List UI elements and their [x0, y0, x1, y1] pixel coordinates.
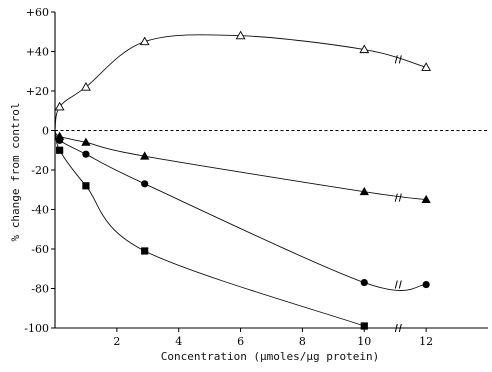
axis-break-mark	[394, 193, 402, 202]
series-filled-triangle	[54, 130, 431, 204]
axis-break-mark	[394, 280, 402, 289]
x-ticks: 2 4 6 8 10 12	[113, 328, 433, 348]
y-tick-label: +60	[26, 6, 49, 19]
y-axis: +60 +40 +20 0 -20 -40 -60 -80 -100	[24, 6, 56, 335]
filled-circle-marker	[82, 150, 90, 158]
y-tick-label: -100	[24, 322, 49, 335]
series-filled-circle	[54, 130, 430, 291]
x-tick-label: 4	[175, 335, 182, 348]
y-tick-label: -80	[31, 283, 49, 296]
axis-break-mark	[394, 323, 402, 333]
y-ticks: +60 +40 +20 0 -20 -40 -60 -80 -100	[24, 6, 55, 335]
x-axis: 2 4 6 8 10 12	[55, 327, 488, 348]
y-axis-title: % change from control	[9, 102, 22, 241]
series-line	[54, 34, 427, 131]
y-tick-label: +20	[26, 85, 49, 98]
x-tick-label: 10	[357, 335, 371, 348]
filled-circle-marker	[422, 280, 430, 289]
x-tick-label: 8	[299, 335, 306, 348]
y-tick-label: -20	[31, 164, 49, 177]
filled-square-marker	[141, 247, 149, 255]
open-triangle-marker	[359, 44, 370, 54]
filled-circle-marker	[56, 136, 64, 144]
filled-circle-marker	[141, 180, 149, 188]
axis-break-mark	[394, 55, 402, 64]
axis-break-marks	[394, 55, 402, 333]
open-triangle-marker	[54, 101, 65, 111]
y-tick-label: -60	[31, 243, 49, 256]
filled-square-marker	[360, 322, 368, 330]
open-triangle-marker	[235, 30, 246, 40]
series-line	[54, 130, 365, 327]
x-tick-label: 2	[113, 335, 120, 348]
filled-square-marker	[56, 146, 64, 154]
open-triangle-marker	[81, 82, 91, 91]
y-tick-label: +40	[26, 46, 49, 59]
series-layer	[54, 30, 432, 330]
series-line	[54, 130, 427, 201]
series-filled-square	[54, 130, 368, 330]
series-open-triangle	[54, 30, 432, 131]
series-line	[54, 130, 427, 291]
x-tick-label: 6	[237, 335, 244, 348]
filled-triangle-marker	[81, 137, 91, 146]
y-tick-label: 0	[42, 125, 49, 138]
filled-square-marker	[82, 182, 90, 190]
filled-triangle-marker	[421, 194, 431, 204]
filled-triangle-marker	[140, 151, 150, 160]
open-triangle-marker	[421, 62, 432, 71]
x-tick-label: 12	[419, 335, 433, 348]
x-axis-title: Concentration (µmoles/µg protein)	[161, 350, 380, 363]
filled-triangle-marker	[359, 186, 369, 196]
filled-circle-marker	[360, 278, 368, 287]
open-triangle-marker	[139, 36, 150, 46]
y-tick-label: -40	[31, 204, 49, 217]
